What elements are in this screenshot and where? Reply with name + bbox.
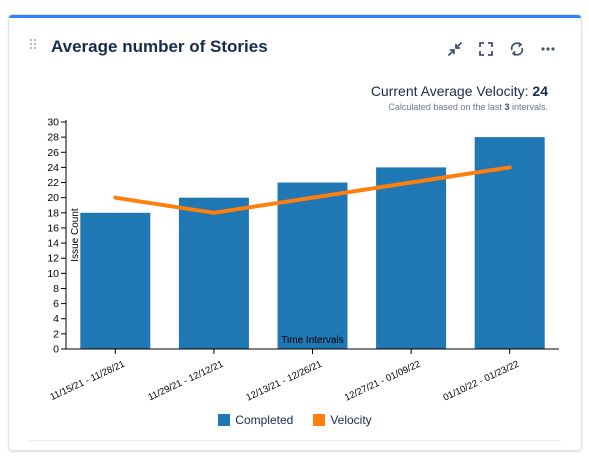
- fullscreen-icon: [479, 42, 493, 56]
- y-tick-label-26: 26: [47, 147, 59, 159]
- velocity-point-3: [409, 180, 414, 185]
- velocity-point-4: [507, 165, 512, 170]
- y-tick-label-14: 14: [47, 238, 59, 250]
- y-tick-label-20: 20: [47, 192, 59, 204]
- widget-footer-divider: [29, 440, 561, 441]
- x-tick-label-2: 12/13/21 - 12/26/21: [244, 359, 323, 404]
- x-axis-title: Time Intervals: [281, 335, 343, 346]
- velocity-point-2: [310, 195, 315, 200]
- more-options-button[interactable]: [538, 39, 558, 59]
- velocity-point-0: [113, 195, 118, 200]
- velocity-note-suffix: intervals.: [511, 102, 548, 112]
- y-tick-label-18: 18: [47, 207, 59, 219]
- bar-completed-0: [80, 212, 151, 349]
- velocity-note-count: 3: [504, 102, 510, 112]
- bar-completed-3: [376, 167, 447, 349]
- drag-handle-icon[interactable]: [30, 39, 40, 53]
- more-icon: [541, 47, 555, 51]
- legend-completed[interactable]: Completed: [218, 413, 293, 427]
- widget-accent-bar: [9, 15, 581, 18]
- velocity-label: Current Average Velocity:: [370, 83, 529, 99]
- y-tick-label-16: 16: [47, 222, 59, 234]
- y-tick-label-2: 2: [53, 328, 59, 340]
- fullscreen-button[interactable]: [476, 39, 496, 59]
- legend-label-completed: Completed: [235, 413, 294, 427]
- legend-swatch-completed: [218, 414, 231, 426]
- velocity-note: Calculated based on the last 3 intervals…: [388, 102, 548, 112]
- x-tick-label-0: 11/15/21 - 11/28/21: [49, 359, 127, 403]
- bar-completed-1: [178, 197, 249, 349]
- x-tick-label-3: 12/27/21 - 01/09/22: [343, 359, 422, 404]
- velocity-note-prefix: Calculated based on the last: [388, 102, 502, 112]
- chart-legend: Completed Velocity: [9, 413, 581, 427]
- collapse-button[interactable]: [445, 39, 465, 59]
- current-velocity: Current Average Velocity: 24: [371, 83, 548, 99]
- x-tick-label-4: 01/10/22 - 01/23/22: [442, 359, 521, 404]
- bar-completed-2: [277, 182, 348, 349]
- legend-swatch-velocity: [313, 414, 326, 426]
- y-tick-label-28: 28: [47, 132, 59, 144]
- y-tick-label-12: 12: [47, 253, 59, 265]
- y-tick-label-22: 22: [47, 177, 59, 189]
- legend-velocity[interactable]: Velocity: [313, 413, 372, 427]
- legend-label-velocity: Velocity: [330, 413, 372, 427]
- y-axis-title: Issue Count: [70, 208, 81, 262]
- y-tick-label-30: 30: [47, 117, 59, 129]
- y-tick-label-0: 0: [53, 344, 59, 356]
- dashboard-widget: Average number of Stories Current Averag…: [8, 14, 582, 451]
- y-tick-label-8: 8: [53, 283, 59, 295]
- y-tick-label-10: 10: [47, 268, 59, 280]
- widget-title: Average number of Stories: [51, 37, 268, 56]
- refresh-icon: [510, 41, 524, 57]
- velocity-value: 24: [532, 83, 548, 99]
- velocity-point-1: [211, 210, 216, 215]
- collapse-icon: [448, 42, 462, 56]
- y-tick-label-6: 6: [53, 298, 59, 310]
- refresh-button[interactable]: [507, 39, 527, 59]
- x-tick-label-1: 11/29/21 - 12/12/21: [146, 359, 225, 403]
- y-tick-label-4: 4: [53, 313, 59, 325]
- y-tick-label-24: 24: [47, 162, 59, 174]
